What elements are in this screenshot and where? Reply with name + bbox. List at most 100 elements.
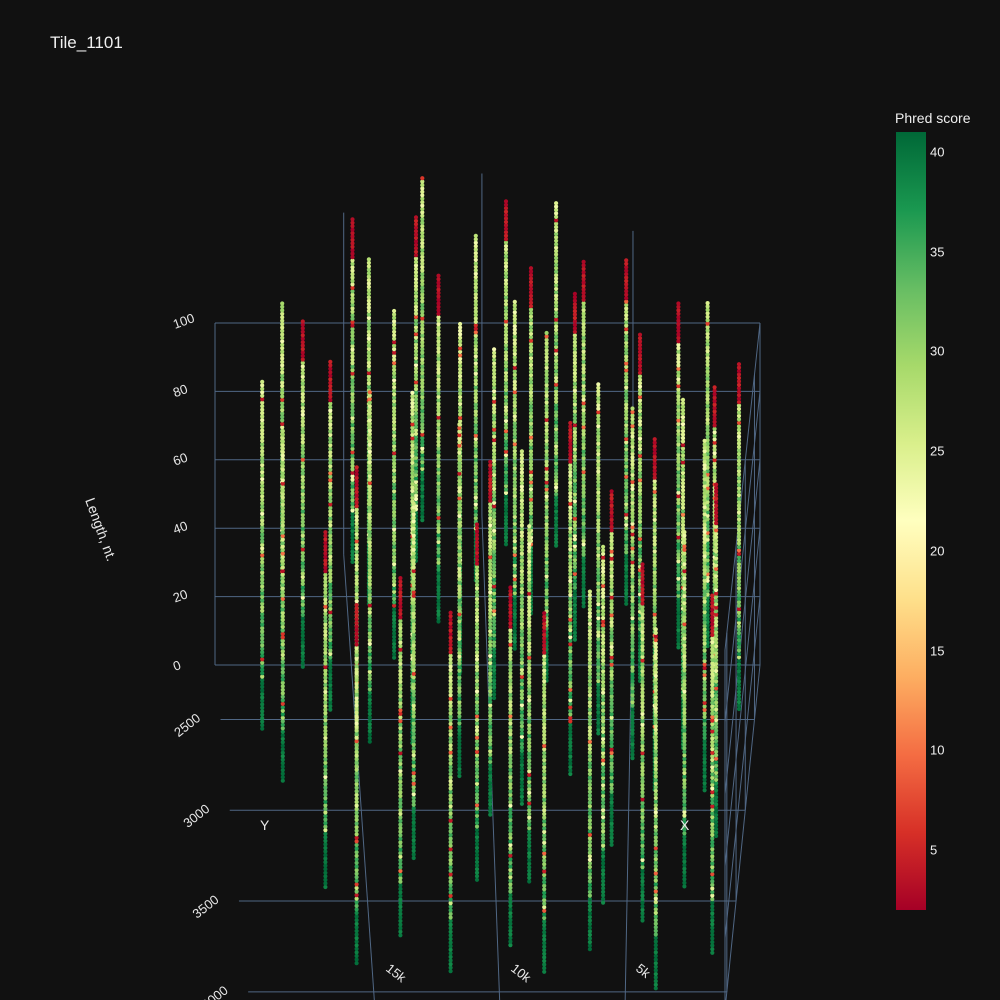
read-column[interactable]	[596, 382, 601, 736]
read-column[interactable]	[682, 530, 687, 889]
read-point	[637, 426, 643, 431]
read-point	[581, 562, 586, 568]
read-point	[705, 434, 710, 439]
read-point	[398, 843, 403, 849]
read-point	[413, 256, 419, 261]
read-column[interactable]	[367, 390, 372, 744]
read-column[interactable]	[676, 301, 681, 650]
read-point	[260, 684, 265, 690]
read-column[interactable]	[512, 299, 517, 651]
read-point	[512, 469, 517, 474]
read-point	[676, 421, 681, 426]
read-point	[300, 412, 305, 417]
read-point	[609, 567, 614, 572]
read-point	[640, 715, 645, 720]
read-point	[637, 394, 643, 400]
read-column[interactable]	[572, 291, 578, 642]
read-point	[473, 395, 478, 400]
read-point	[637, 398, 643, 403]
read-column[interactable]	[527, 524, 532, 884]
read-point	[637, 491, 643, 497]
read-point	[300, 319, 305, 324]
read-point	[624, 498, 629, 503]
read-column[interactable]	[503, 199, 509, 547]
read-point	[640, 562, 645, 567]
read-column[interactable]	[328, 359, 333, 712]
read-column[interactable]	[492, 347, 497, 701]
read-point	[572, 329, 578, 334]
read-point	[601, 612, 606, 617]
read-point	[676, 452, 681, 457]
read-point	[736, 589, 742, 594]
read-column[interactable]	[260, 379, 265, 731]
read-point	[350, 498, 355, 503]
read-point	[413, 253, 419, 258]
read-column[interactable]	[398, 576, 403, 938]
read-point	[436, 339, 441, 344]
read-column[interactable]	[488, 459, 493, 817]
read-column[interactable]	[702, 438, 707, 793]
read-column[interactable]	[436, 273, 441, 624]
read-point	[512, 511, 517, 516]
read-point	[474, 650, 480, 655]
read-column[interactable]	[473, 233, 478, 583]
read-point	[637, 464, 643, 469]
read-point	[413, 349, 419, 354]
read-point	[568, 420, 573, 426]
read-point	[637, 498, 643, 503]
read-point	[624, 557, 629, 562]
read-column[interactable]	[392, 308, 397, 660]
read-point	[572, 433, 578, 438]
read-column[interactable]	[411, 501, 416, 861]
read-column[interactable]	[624, 258, 629, 606]
read-point	[300, 657, 305, 663]
read-point	[260, 483, 265, 488]
read-column[interactable]	[736, 362, 742, 712]
read-point	[300, 547, 305, 552]
read-point	[736, 448, 742, 453]
read-point	[736, 524, 742, 529]
read-point	[398, 733, 403, 738]
read-column[interactable]	[714, 482, 719, 839]
read-point	[676, 439, 681, 444]
read-point	[473, 333, 478, 338]
read-point	[676, 528, 681, 533]
read-point	[568, 564, 573, 570]
read-column[interactable]	[420, 176, 425, 523]
read-point	[512, 535, 517, 540]
read-point	[637, 530, 643, 535]
read-point	[601, 754, 606, 759]
read-column[interactable]	[554, 201, 559, 548]
read-point	[300, 440, 305, 445]
read-point	[413, 342, 419, 347]
read-column[interactable]	[474, 522, 480, 882]
read-column[interactable]	[630, 406, 635, 761]
read-point	[474, 597, 480, 602]
read-column[interactable]	[413, 215, 419, 563]
read-point	[260, 702, 265, 707]
read-column[interactable]	[323, 530, 328, 890]
read-point	[736, 472, 742, 477]
read-point	[736, 489, 742, 494]
read-point	[474, 792, 480, 797]
read-point	[581, 314, 586, 320]
read-column[interactable]	[350, 217, 355, 565]
read-point	[554, 392, 559, 397]
read-point	[572, 461, 578, 466]
read-point	[260, 629, 265, 634]
read-column[interactable]	[300, 319, 305, 669]
read-point	[572, 423, 578, 428]
read-point	[676, 322, 681, 327]
read-column[interactable]	[601, 544, 606, 905]
read-column[interactable]	[519, 449, 525, 806]
read-point	[554, 492, 559, 497]
read-point	[512, 643, 517, 648]
read-point	[682, 717, 687, 723]
read-column[interactable]	[581, 259, 586, 609]
read-point	[512, 632, 517, 637]
read-point	[527, 744, 532, 749]
read-column[interactable]	[609, 489, 614, 847]
read-column[interactable]	[568, 420, 573, 777]
read-column[interactable]	[457, 422, 462, 779]
